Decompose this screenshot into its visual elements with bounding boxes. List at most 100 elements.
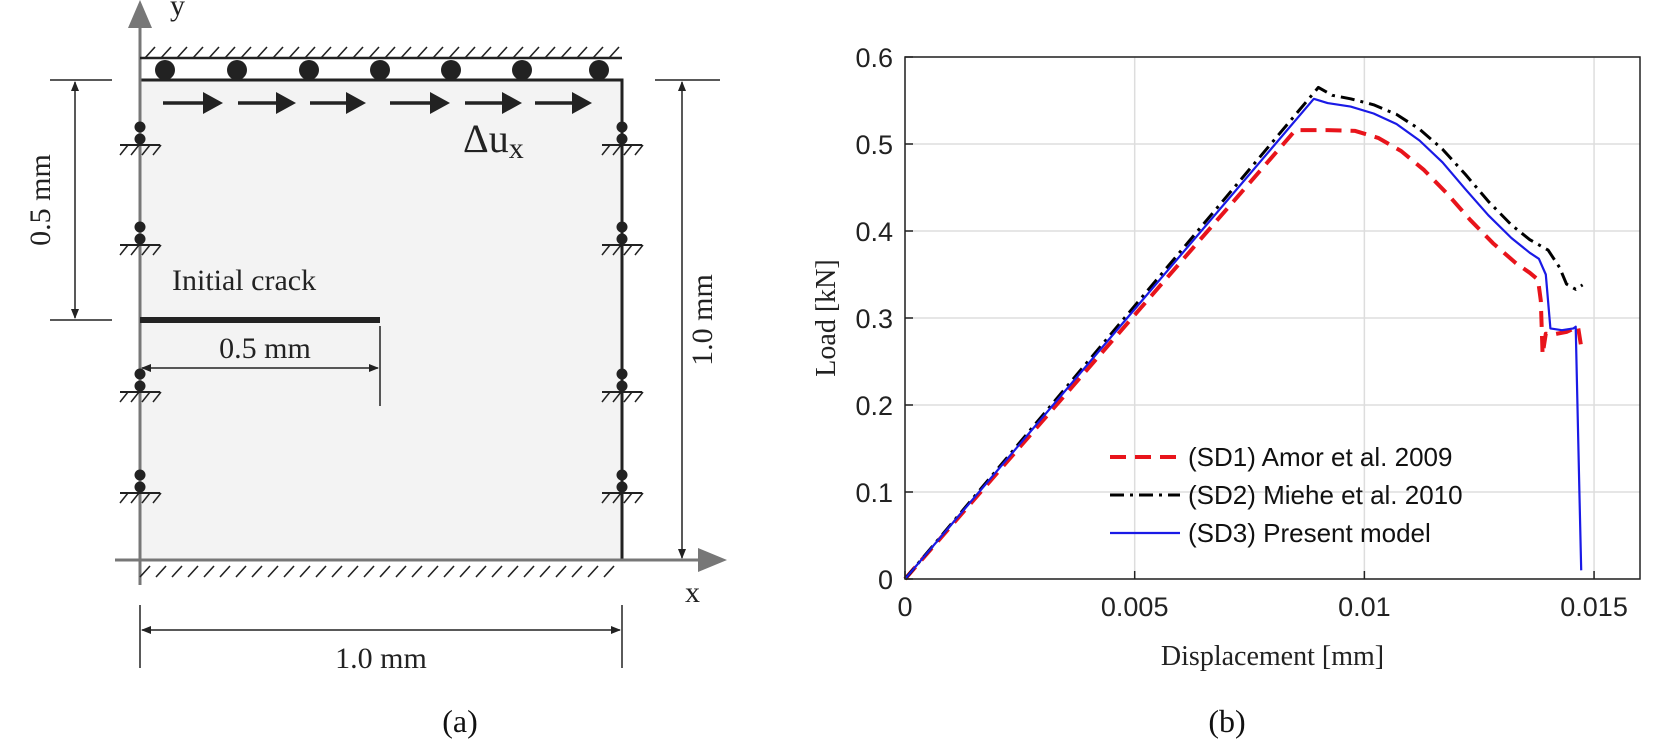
side-roller-circle	[616, 481, 628, 493]
bottom-support-hatch	[139, 565, 615, 578]
hatch-mark	[256, 46, 268, 59]
hatch-mark	[130, 391, 140, 403]
side-roller-circle	[616, 233, 628, 245]
hatch-mark	[331, 565, 343, 578]
hatch-mark	[601, 492, 611, 504]
y-tick-label: 0.4	[855, 217, 893, 247]
hatch-mark	[555, 565, 567, 578]
plate-width-label: 1.0 mm	[335, 642, 427, 675]
hatch-mark	[304, 46, 316, 59]
hatch-mark	[443, 565, 455, 578]
hatch-mark	[315, 565, 327, 578]
hatch-mark	[219, 565, 231, 578]
hatch-mark	[283, 565, 295, 578]
side-roller-circle	[134, 121, 146, 133]
hatch-mark	[512, 46, 524, 59]
hatch-mark	[400, 46, 412, 59]
hatch-mark	[601, 244, 611, 256]
hatch-mark	[139, 565, 151, 578]
load-arrow-head	[276, 92, 296, 114]
roller-circle	[155, 60, 175, 80]
hatch-mark	[587, 565, 599, 578]
hatch-mark	[612, 244, 622, 256]
hatch-mark	[347, 565, 359, 578]
chart-series	[903, 85, 1584, 581]
y-tick-label: 0.5	[855, 130, 893, 160]
hatch-mark	[634, 391, 644, 403]
hatch-mark	[368, 46, 380, 59]
side-roller-circle	[616, 221, 628, 233]
hatch-mark	[601, 391, 611, 403]
side-roller-circle	[616, 380, 628, 392]
hatch-mark	[141, 244, 151, 256]
axis-x-arrowhead	[698, 548, 727, 572]
hatch-mark	[528, 46, 540, 59]
hatch-mark	[571, 565, 583, 578]
top-rollers	[155, 60, 609, 80]
load-arrow-head	[346, 92, 366, 114]
legend-label-sd1: (SD1) Amor et al. 2009	[1188, 442, 1452, 472]
hatch-mark	[507, 565, 519, 578]
hatch-mark	[119, 244, 129, 256]
series-line-sd1	[903, 128, 1584, 581]
hatch-mark	[141, 391, 151, 403]
hatch-mark	[152, 144, 162, 156]
hatch-mark	[203, 565, 215, 578]
hatch-mark	[130, 492, 140, 504]
hatch-mark	[235, 565, 247, 578]
side-roller-circle	[616, 368, 628, 380]
x-tick-label: 0.01	[1338, 592, 1391, 622]
y-tick-label: 0.3	[855, 304, 893, 334]
hatch-mark	[192, 46, 204, 59]
chart-ticks: 0 0.005 0.01 0.015 0 0.1 0.2 0.3 0.4 0.5 0.6	[855, 43, 1627, 622]
side-roller-circle	[134, 469, 146, 481]
hatch-mark	[448, 46, 460, 59]
hatch-mark	[491, 565, 503, 578]
hatch-mark	[160, 46, 172, 59]
roller-circle	[227, 60, 247, 80]
hatch-mark	[208, 46, 220, 59]
hatch-mark	[379, 565, 391, 578]
roller-circle	[370, 60, 390, 80]
load-arrow-head	[502, 92, 522, 114]
hatch-mark	[144, 46, 156, 59]
hatch-mark	[592, 46, 604, 59]
hatch-mark	[634, 144, 644, 156]
hatch-mark	[352, 46, 364, 59]
y-tick-label: 0.6	[855, 43, 893, 73]
hatch-mark	[623, 144, 633, 156]
hatch-mark	[119, 144, 129, 156]
hatch-mark	[130, 144, 140, 156]
hatch-mark	[152, 391, 162, 403]
side-roller-circle	[616, 121, 628, 133]
axis-y-arrowhead	[128, 0, 152, 28]
hatch-mark	[384, 46, 396, 59]
hatch-mark	[612, 492, 622, 504]
hatch-mark	[416, 46, 428, 59]
hatch-mark	[560, 46, 572, 59]
hatch-mark	[171, 565, 183, 578]
hatch-mark	[299, 565, 311, 578]
hatch-mark	[612, 391, 622, 403]
side-roller-circle	[616, 469, 628, 481]
roller-circle	[441, 60, 461, 80]
hatch-mark	[539, 565, 551, 578]
hatch-mark	[176, 46, 188, 59]
hatch-mark	[464, 46, 476, 59]
panel-a-diagram: y x Δux Initial crack 0.5 mm 0.5 mm 1.0 …	[24, 0, 727, 739]
displacement-arrows	[163, 92, 592, 114]
series-line-sd3	[904, 97, 1583, 580]
hatch-mark	[496, 46, 508, 59]
hatch-mark	[623, 244, 633, 256]
hatch-mark	[288, 46, 300, 59]
side-roller-circle	[134, 233, 146, 245]
side-roller-circle	[134, 221, 146, 233]
hatch-mark	[155, 565, 167, 578]
x-tick-label: 0.005	[1101, 592, 1169, 622]
x-axis-label: Displacement [mm]	[1161, 641, 1384, 672]
top-support-hatch	[144, 46, 620, 59]
hatch-mark	[130, 244, 140, 256]
crack-label: Initial crack	[172, 264, 316, 297]
roller-circle	[589, 60, 609, 80]
hatch-mark	[634, 492, 644, 504]
